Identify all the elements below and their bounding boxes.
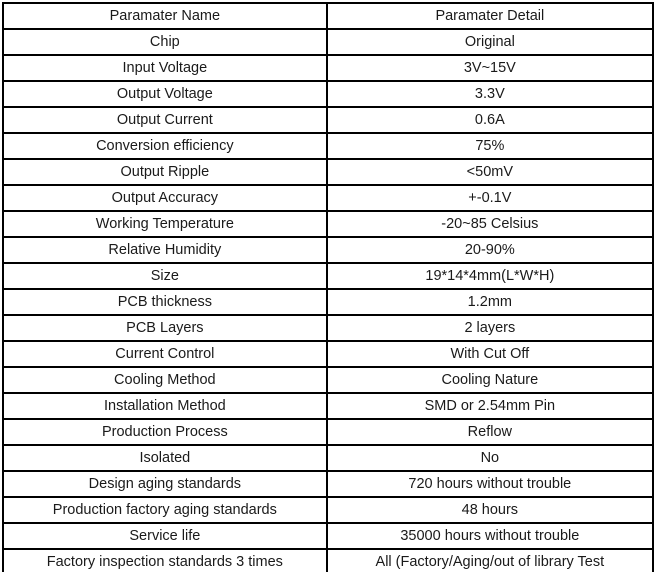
cell-parameter-name: Conversion efficiency	[2, 132, 328, 160]
cell-parameter-name: Output Current	[2, 106, 328, 134]
cell-parameter-detail: SMD or 2.54mm Pin	[325, 392, 655, 420]
table-row: Size 19*14*4mm(L*W*H)	[2, 262, 655, 290]
header-parameter-detail: Paramater Detail	[325, 2, 655, 30]
cell-parameter-name: PCB thickness	[2, 288, 328, 316]
cell-parameter-detail: No	[325, 444, 655, 472]
cell-parameter-detail: 19*14*4mm(L*W*H)	[325, 262, 655, 290]
table-row: Input Voltage 3V~15V	[2, 54, 655, 82]
table-header-row: Paramater Name Paramater Detail	[2, 2, 655, 30]
table-row: Service life 35000 hours without trouble	[2, 522, 655, 550]
table-body: Chip Original Input Voltage 3V~15V Output Vo…	[2, 28, 655, 572]
cell-parameter-detail: 20-90%	[325, 236, 655, 264]
cell-parameter-name: Output Voltage	[2, 80, 328, 108]
cell-parameter-detail: Reflow	[325, 418, 655, 446]
table-row: Installation Method SMD or 2.54mm Pin	[2, 392, 655, 420]
table-row: PCB thickness 1.2mm	[2, 288, 655, 316]
cell-parameter-name: Chip	[2, 28, 328, 56]
cell-parameter-name: Factory inspection standards 3 times	[2, 548, 328, 572]
header-parameter-name: Paramater Name	[2, 2, 328, 30]
cell-parameter-detail: All (Factory/Aging/out of library Test	[325, 548, 655, 572]
cell-parameter-name: Cooling Method	[2, 366, 328, 394]
table-row: Isolated No	[2, 444, 655, 472]
cell-parameter-detail: <50mV	[325, 158, 655, 186]
table-row: Factory inspection standards 3 times All …	[2, 548, 655, 572]
table-row: PCB Layers 2 layers	[2, 314, 655, 342]
table-row: Output Accuracy +-0.1V	[2, 184, 655, 212]
cell-parameter-detail: 720 hours without trouble	[325, 470, 655, 498]
cell-parameter-detail: 35000 hours without trouble	[325, 522, 655, 550]
cell-parameter-name: Size	[2, 262, 328, 290]
cell-parameter-name: PCB Layers	[2, 314, 328, 342]
table-row: Production Process Reflow	[2, 418, 655, 446]
table-row: Current Control With Cut Off	[2, 340, 655, 368]
cell-parameter-detail: 3.3V	[325, 80, 655, 108]
cell-parameter-name: Working Temperature	[2, 210, 328, 238]
cell-parameter-name: Relative Humidity	[2, 236, 328, 264]
cell-parameter-name: Output Accuracy	[2, 184, 328, 212]
cell-parameter-detail: 1.2mm	[325, 288, 655, 316]
table-row: Working Temperature -20~85 Celsius	[2, 210, 655, 238]
table-row: Output Current 0.6A	[2, 106, 655, 134]
cell-parameter-name: Current Control	[2, 340, 328, 368]
cell-parameter-detail: 75%	[325, 132, 655, 160]
cell-parameter-name: Isolated	[2, 444, 328, 472]
table-row: Production factory aging standards 48 hou…	[2, 496, 655, 524]
table-row: Output Voltage 3.3V	[2, 80, 655, 108]
cell-parameter-detail: With Cut Off	[325, 340, 655, 368]
cell-parameter-name: Production factory aging standards	[2, 496, 328, 524]
cell-parameter-detail: 48 hours	[325, 496, 655, 524]
table-row: Conversion efficiency 75%	[2, 132, 655, 160]
cell-parameter-detail: Cooling Nature	[325, 366, 655, 394]
table-row: Chip Original	[2, 28, 655, 56]
cell-parameter-name: Production Process	[2, 418, 328, 446]
cell-parameter-name: Output Ripple	[2, 158, 328, 186]
table-row: Output Ripple <50mV	[2, 158, 655, 186]
cell-parameter-detail: Original	[325, 28, 655, 56]
table-row: Cooling Method Cooling Nature	[2, 366, 655, 394]
cell-parameter-name: Installation Method	[2, 392, 328, 420]
cell-parameter-detail: -20~85 Celsius	[325, 210, 655, 238]
table-row: Relative Humidity 20-90%	[2, 236, 655, 264]
cell-parameter-name: Service life	[2, 522, 328, 550]
cell-parameter-detail: +-0.1V	[325, 184, 655, 212]
cell-parameter-detail: 0.6A	[325, 106, 655, 134]
cell-parameter-name: Design aging standards	[2, 470, 328, 498]
cell-parameter-detail: 3V~15V	[325, 54, 655, 82]
cell-parameter-name: Input Voltage	[2, 54, 328, 82]
cell-parameter-detail: 2 layers	[325, 314, 655, 342]
table-row: Design aging standards 720 hours without …	[2, 470, 655, 498]
